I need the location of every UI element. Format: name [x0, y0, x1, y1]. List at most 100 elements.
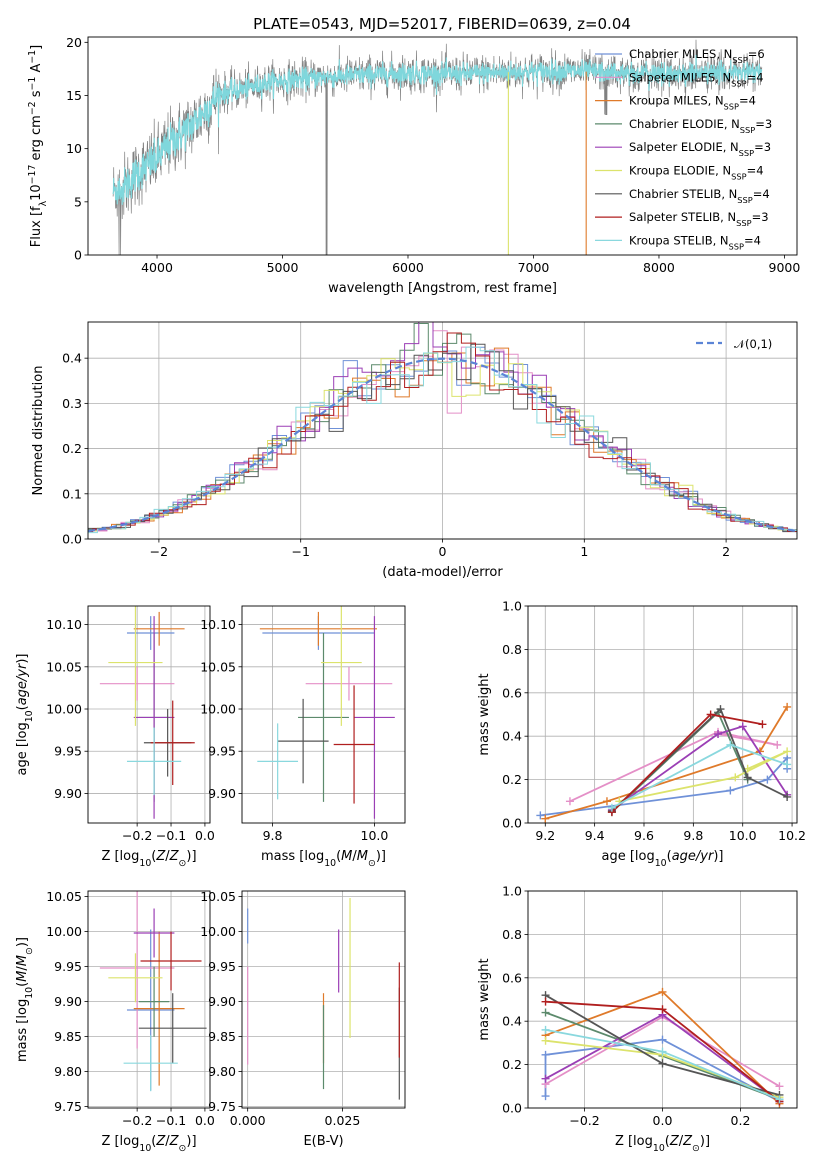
x-axis-label: mass [log10(M/M⊙)] [261, 849, 386, 869]
legend-label: Kroupa MILES, NSSP=4 [629, 94, 756, 112]
y-tick-label: 10.10 [46, 617, 82, 632]
legend-label: Chabrier MILES, NSSP=6 [629, 47, 765, 65]
mass-vs-metallicity-panel: −0.2 −0.1 0.0 9.75 9.80 9.85 9.90 9.95 10.00 10.0… [15, 889, 215, 1153]
y-tick-label: 0 [74, 248, 82, 263]
age-vs-metallicity-panel: −0.2 −0.1 0.0 9.90 9.95 10.00 10.05 10.10 Z [log… [15, 605, 215, 869]
y-tick-label: 20 [66, 35, 82, 50]
x-tick-label: −0.2 [569, 1113, 599, 1128]
weight-line [611, 707, 788, 812]
y-tick-label: 0.0 [502, 816, 522, 831]
data-point [140, 931, 202, 991]
error-bars [257, 606, 395, 819]
age-vs-mass-panel: 9.8 10.0 9.90 9.95 10.00 10.05 10.10 mass [log1… [200, 605, 406, 869]
weight-marker [541, 1074, 550, 1083]
tick-marks [84, 357, 727, 543]
y-tick-label: 0.8 [502, 642, 522, 657]
data-point [138, 966, 170, 1037]
x-tick-label: 8000 [643, 260, 675, 275]
weight-marker [783, 747, 792, 756]
tick-marks [84, 624, 206, 827]
model-spectrum-line [112, 54, 763, 205]
y-axis-label: mass weight [477, 958, 492, 1040]
y-tick-label: 10.10 [200, 617, 236, 632]
residual-histogram-panel: −2 −1 0 1 2 0.0 0.1 0.2 0.3 0.4 (data-model)/error… [31, 321, 798, 580]
axes-frame [87, 605, 211, 824]
x-tick-label: 9.8 [683, 828, 703, 843]
data-point [133, 908, 175, 958]
weight-marker [716, 705, 725, 714]
weight-marker [773, 740, 782, 749]
weight-series [541, 987, 784, 1108]
error-bars [99, 891, 207, 1092]
x-tick-label: 0.0 [653, 1113, 673, 1128]
weight-marker [783, 792, 792, 801]
data-point [108, 953, 163, 1003]
axes-frame [87, 321, 798, 540]
weight-marker [658, 987, 667, 996]
x-tick-label: 2 [722, 544, 730, 559]
x-tick-label: −0.2 [122, 1113, 152, 1128]
weight-marker [726, 740, 735, 749]
weight-marker [541, 1036, 550, 1045]
weight-marker [775, 1095, 784, 1104]
weight-marker [565, 797, 574, 806]
weight-line-series [541, 991, 784, 1099]
y-axis-label: mass weight [477, 673, 492, 755]
x-tick-label: 0.2 [731, 1113, 751, 1128]
x-tick-label: 10.0 [729, 828, 757, 843]
axes-frame [87, 36, 798, 256]
legend-label: 𝒩(0,1) [734, 337, 772, 351]
weight-marker [541, 814, 550, 823]
x-tick-label: 0.000 [230, 1113, 266, 1128]
y-tick-label: 9.85 [208, 1029, 236, 1044]
y-tick-label: 9.90 [54, 786, 82, 801]
y-tick-label: 0.2 [62, 441, 82, 456]
y-axis-label: Flux [fλ10−17 erg cm−2 s−1 A−1] [27, 45, 49, 247]
mass-weight-vs-metallicity-panel: −0.2 0.0 0.2 0.0 0.2 0.4 0.6 0.8 1.0 Z [log10(Z/Z… [477, 884, 798, 1154]
legend-label: Chabrier STELIB, NSSP=4 [629, 187, 770, 205]
y-tick-label: 10.00 [46, 702, 82, 717]
grid-lines [528, 890, 797, 1109]
data-point [133, 931, 185, 1086]
grid-lines [88, 891, 210, 1108]
tick-marks [238, 896, 343, 1112]
y-tick-label: 9.90 [208, 786, 236, 801]
mass-vs-extinction-panel: 0.000 0.025 9.75 9.80 9.85 9.90 9.95 10.00 10.05… [200, 889, 406, 1149]
weight-marker [738, 722, 747, 731]
x-tick-label: 10.2 [778, 828, 806, 843]
weight-marker [541, 997, 550, 1006]
data-point [108, 606, 163, 726]
axes-frame [527, 890, 798, 1109]
weight-line-series [607, 740, 792, 812]
y-tick-label: 0.2 [502, 772, 522, 787]
normal-reference-curve [88, 357, 797, 533]
y-tick-label: 0.1 [62, 486, 82, 501]
tick-marks [84, 896, 206, 1112]
weight-marker [758, 720, 767, 729]
y-tick-label: 9.85 [54, 1029, 82, 1044]
histogram-series [88, 332, 797, 533]
y-tick-label: 10.05 [200, 889, 236, 904]
x-tick-label: 9000 [769, 260, 801, 275]
y-tick-label: 0.3 [62, 396, 82, 411]
grid-lines [528, 605, 797, 824]
weight-series [536, 702, 792, 823]
data-point [354, 616, 395, 819]
y-tick-label: 10.00 [200, 702, 236, 717]
weight-marker [743, 773, 752, 782]
axes-frame [241, 605, 406, 824]
legend-label: Chabrier ELODIE, NSSP=3 [629, 117, 772, 135]
y-tick-label: 9.80 [54, 1064, 82, 1079]
data-point [259, 611, 377, 646]
x-tick-label: 9.4 [585, 828, 605, 843]
spectrum-panel: 4000 5000 6000 7000 8000 9000 0 5 10 15 20 waveleng… [27, 35, 801, 296]
data-point [150, 700, 195, 786]
x-axis-label: (data-model)/error [382, 565, 503, 580]
y-tick-label: 10.00 [46, 924, 82, 939]
spectrum-legend: Chabrier MILES, NSSP=6 Salpeter MILES, NS… [595, 47, 772, 251]
weight-line [545, 706, 788, 820]
y-tick-label: 9.95 [208, 959, 236, 974]
weight-line-series [541, 1025, 784, 1104]
data-point [123, 1035, 178, 1092]
